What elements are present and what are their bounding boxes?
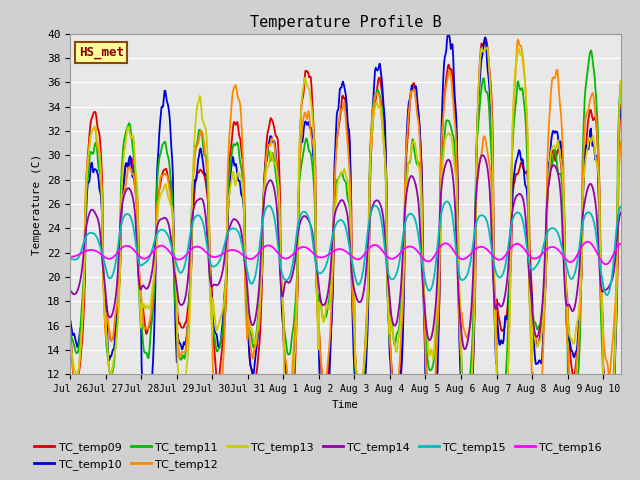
- Line: TC_temp09: TC_temp09: [70, 39, 621, 447]
- Text: HS_met: HS_met: [79, 46, 124, 59]
- TC_temp10: [429, 469, 436, 475]
- TC_temp09: [67, 324, 74, 330]
- TC_temp11: [587, 48, 595, 53]
- TC_temp13: [133, 181, 141, 187]
- Line: TC_temp12: TC_temp12: [70, 40, 621, 441]
- TC_temp16: [584, 239, 592, 245]
- TC_temp11: [133, 197, 141, 203]
- TC_temp10: [189, 199, 196, 204]
- TC_temp16: [617, 241, 625, 247]
- TC_temp09: [429, 411, 436, 417]
- TC_temp09: [77, 358, 84, 364]
- TC_temp12: [617, 139, 625, 144]
- TC_temp15: [133, 249, 141, 255]
- TC_temp16: [133, 251, 141, 257]
- TC_temp14: [461, 347, 468, 352]
- TC_temp12: [429, 408, 436, 414]
- TC_temp11: [429, 364, 436, 370]
- TC_temp15: [218, 252, 226, 257]
- TC_temp15: [77, 251, 84, 256]
- TC_temp12: [133, 211, 141, 217]
- TC_temp16: [67, 254, 74, 260]
- TC_temp10: [77, 326, 84, 332]
- TC_temp12: [218, 380, 226, 386]
- Line: TC_temp10: TC_temp10: [70, 33, 621, 472]
- TC_temp14: [77, 277, 84, 283]
- TC_temp14: [413, 185, 420, 191]
- TC_temp10: [617, 107, 625, 113]
- TC_temp16: [189, 245, 196, 251]
- TC_temp11: [67, 327, 74, 333]
- TC_temp16: [413, 247, 420, 253]
- TC_temp13: [413, 150, 420, 156]
- TC_temp09: [189, 211, 196, 217]
- TC_temp09: [617, 102, 625, 108]
- TC_temp13: [189, 172, 196, 178]
- TC_temp09: [133, 188, 141, 194]
- TC_temp13: [463, 446, 471, 452]
- TC_temp14: [479, 152, 487, 158]
- TC_temp13: [429, 352, 436, 358]
- TC_temp14: [218, 271, 226, 277]
- TC_temp15: [443, 199, 451, 204]
- TC_temp16: [218, 252, 226, 257]
- Line: TC_temp16: TC_temp16: [70, 242, 621, 264]
- Title: Temperature Profile B: Temperature Profile B: [250, 15, 442, 30]
- TC_temp10: [429, 459, 437, 465]
- TC_temp13: [77, 347, 84, 353]
- TC_temp10: [218, 326, 226, 332]
- TC_temp12: [189, 180, 196, 185]
- TC_temp13: [617, 78, 625, 84]
- TC_temp15: [67, 256, 74, 262]
- TC_temp11: [77, 326, 84, 332]
- Legend: TC_temp09, TC_temp10, TC_temp11, TC_temp12, TC_temp13, TC_temp14, TC_temp15, TC_: TC_temp09, TC_temp10, TC_temp11, TC_temp…: [30, 438, 606, 474]
- TC_temp15: [413, 221, 420, 227]
- TC_temp09: [413, 97, 420, 103]
- TC_temp09: [482, 36, 490, 42]
- TC_temp11: [413, 160, 420, 166]
- TC_temp16: [77, 251, 84, 257]
- TC_temp13: [67, 336, 74, 342]
- TC_temp12: [497, 438, 505, 444]
- Line: TC_temp15: TC_temp15: [70, 202, 621, 295]
- TC_temp14: [133, 247, 141, 252]
- TC_temp14: [189, 210, 196, 216]
- TC_temp12: [77, 350, 84, 356]
- TC_temp09: [463, 444, 471, 450]
- TC_temp14: [429, 330, 436, 336]
- TC_temp14: [67, 288, 74, 294]
- TC_temp10: [444, 30, 452, 36]
- Line: TC_temp13: TC_temp13: [70, 48, 621, 449]
- TC_temp14: [617, 210, 625, 216]
- X-axis label: Time: Time: [332, 400, 359, 409]
- TC_temp11: [605, 440, 613, 445]
- TC_temp11: [218, 331, 226, 337]
- TC_temp09: [218, 348, 226, 353]
- Line: TC_temp14: TC_temp14: [70, 155, 621, 349]
- TC_temp11: [617, 79, 625, 84]
- TC_temp10: [67, 318, 74, 324]
- TC_temp12: [67, 338, 74, 344]
- TC_temp15: [189, 219, 196, 225]
- TC_temp10: [133, 204, 141, 210]
- TC_temp13: [483, 45, 491, 50]
- TC_temp15: [603, 292, 611, 298]
- TC_temp10: [413, 86, 420, 92]
- TC_temp12: [515, 37, 522, 43]
- TC_temp11: [189, 176, 196, 181]
- Y-axis label: Temperature (C): Temperature (C): [31, 154, 42, 254]
- TC_temp12: [413, 104, 420, 110]
- TC_temp15: [429, 282, 436, 288]
- Line: TC_temp11: TC_temp11: [70, 50, 621, 443]
- TC_temp16: [429, 256, 436, 262]
- TC_temp16: [602, 261, 609, 267]
- TC_temp15: [617, 204, 625, 209]
- TC_temp13: [218, 310, 226, 315]
